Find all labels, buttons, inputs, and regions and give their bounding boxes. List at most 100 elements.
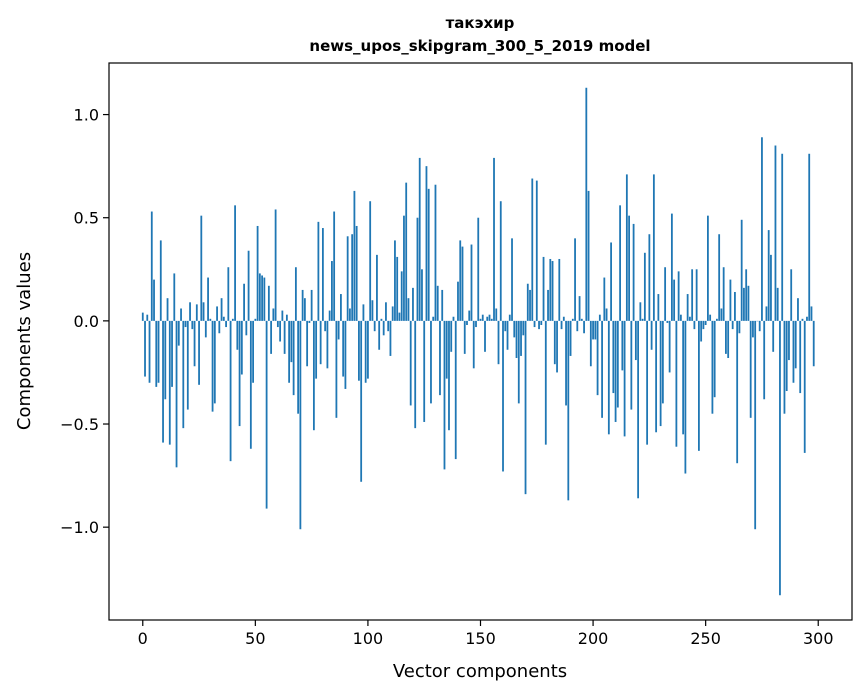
bar [768,230,770,321]
bar [529,290,531,321]
bar [718,234,720,321]
bar [570,321,572,356]
bar [507,321,509,350]
bar [254,319,256,321]
bar [178,321,180,346]
bar [808,154,810,321]
bar [660,321,662,426]
bar [612,321,614,393]
bar [811,306,813,320]
bar [475,321,477,327]
bar [637,321,639,498]
bar [288,321,290,383]
bar [200,216,202,321]
bar [257,226,259,321]
bar [669,321,671,373]
bar [739,321,741,333]
bar [336,321,338,418]
bar [263,278,265,321]
bar [268,286,270,321]
bar [538,321,540,329]
bar [351,234,353,321]
bar [369,201,371,321]
bar [448,321,450,430]
bar [376,255,378,321]
bar [180,308,182,320]
bar [574,238,576,321]
bar [315,321,317,379]
bar [466,321,468,325]
bar [146,315,148,321]
bar [527,284,529,321]
bar [599,315,601,321]
bar [198,321,200,385]
bar [653,174,655,320]
bar [691,269,693,321]
bar [223,317,225,321]
bar [259,273,261,320]
bar [700,321,702,342]
bar [417,218,419,321]
bar [766,306,768,320]
bar [329,311,331,321]
bar [173,273,175,320]
bar [444,321,446,470]
bar [642,319,644,321]
bar [741,220,743,321]
bar [635,321,637,360]
bar [534,321,536,327]
bar [151,212,153,321]
bar [248,251,250,321]
bar [687,294,689,321]
bar [450,321,452,352]
bar [547,290,549,321]
bar [378,321,380,350]
bar [230,321,232,461]
bar [680,315,682,321]
bar [419,158,421,321]
bar [754,321,756,529]
bar [540,321,542,325]
bar [775,146,777,321]
bar [603,278,605,321]
bar [453,317,455,321]
bar [554,321,556,364]
bar [372,300,374,321]
bar [770,255,772,321]
bar [732,321,734,329]
bar [331,261,333,321]
bar [385,302,387,321]
bar [504,321,506,331]
bar [498,321,500,364]
bar [227,267,229,321]
bar [590,321,592,366]
bar [324,321,326,331]
bar [696,269,698,321]
bar [682,321,684,434]
bar [250,321,252,449]
bar [788,321,790,360]
bar [495,308,497,320]
bar [723,267,725,321]
bar [806,317,808,321]
bar [684,321,686,474]
bar [675,321,677,447]
bar [572,319,574,321]
bar [565,321,567,406]
bar [266,321,268,509]
bar [511,238,513,321]
bar [471,245,473,321]
bar [648,234,650,321]
bar [396,257,398,321]
bar [549,259,551,321]
bar [698,321,700,451]
bar [610,242,612,320]
bar [171,321,173,387]
bar [399,313,401,321]
bar [381,319,383,321]
bar [567,321,569,500]
bar [477,218,479,321]
bar [142,313,144,321]
bar [333,212,335,321]
